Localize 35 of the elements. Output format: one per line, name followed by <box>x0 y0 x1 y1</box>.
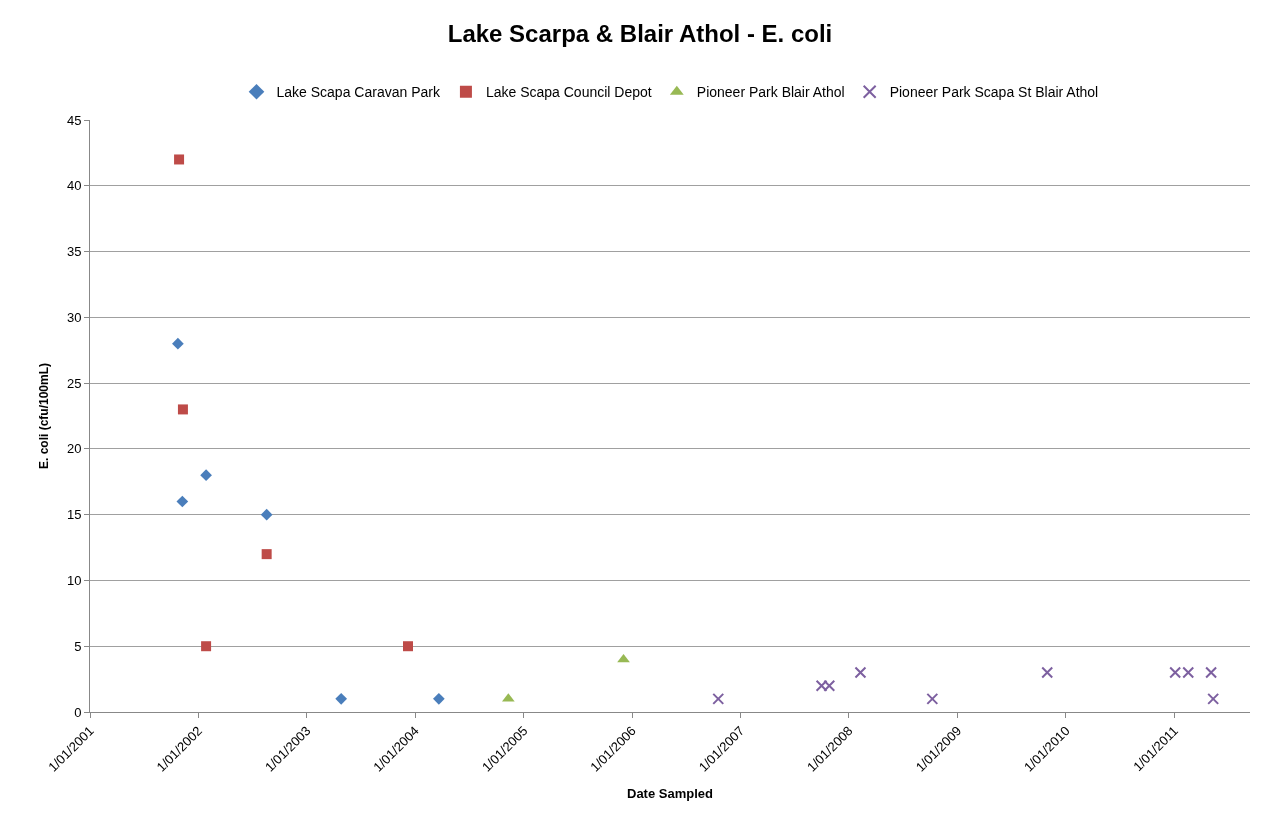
legend-label: Lake Scapa Caravan Park <box>276 84 441 101</box>
point <box>335 692 348 705</box>
chart-title: Lake Scarpa & Blair Athol - E. coli <box>447 19 833 47</box>
point <box>260 508 273 521</box>
y-tick-label: 0 <box>74 704 82 720</box>
point <box>854 666 867 679</box>
point <box>617 653 630 663</box>
point <box>1207 692 1220 705</box>
y-tick-label: 5 <box>74 638 82 654</box>
y-tick-label: 30 <box>66 309 82 325</box>
point <box>1205 666 1218 679</box>
point <box>712 692 725 705</box>
point <box>402 641 413 652</box>
y-tick-label: 10 <box>66 572 82 588</box>
y-tick-label: 35 <box>66 244 82 260</box>
legend-label: Lake Scapa Council Depot <box>485 84 652 101</box>
point <box>201 641 212 652</box>
legend-label: Pioneer Park Blair Athol <box>696 84 845 101</box>
point <box>174 154 185 165</box>
point <box>176 495 189 508</box>
point <box>200 469 212 482</box>
point <box>261 549 272 560</box>
y-tick-label: 45 <box>66 112 82 128</box>
point <box>926 692 939 705</box>
y-tick-label: 40 <box>66 178 82 194</box>
y-tick-label: 25 <box>66 375 82 391</box>
y-axis-title: E. coli (cfu/100mL) <box>37 362 52 470</box>
x-axis-title: Date Sampled <box>627 786 714 802</box>
y-tick-label: 15 <box>66 507 82 523</box>
point <box>433 692 445 705</box>
point <box>172 337 184 350</box>
point <box>177 404 188 415</box>
y-tick-label: 20 <box>66 441 82 457</box>
point <box>1041 666 1054 679</box>
legend-label: Pioneer Park Scapa St Blair Athol <box>889 84 1099 101</box>
